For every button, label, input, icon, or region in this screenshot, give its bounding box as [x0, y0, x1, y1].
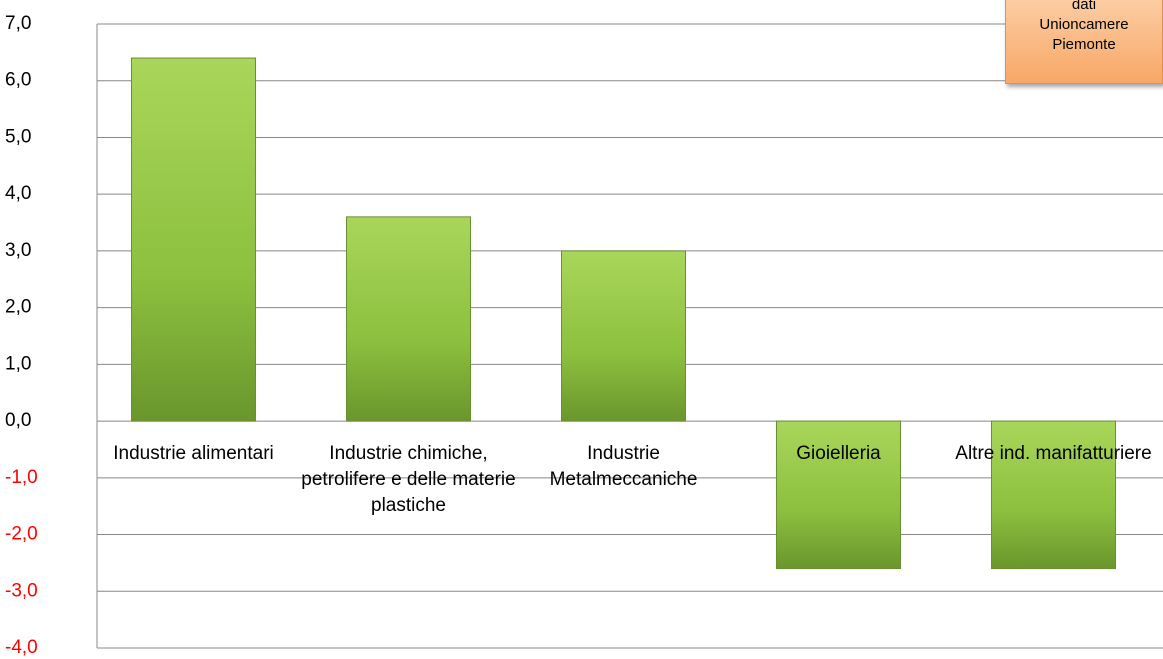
x-tick-label: Gioielleria [796, 443, 881, 465]
bar [561, 250, 686, 422]
bar [991, 420, 1116, 570]
x-tick-label: Altre ind. manifatturiere [955, 443, 1152, 465]
bar [776, 420, 901, 570]
y-tick-label: -1,0 [5, 467, 38, 488]
y-tick-label: 2,0 [5, 297, 31, 318]
y-tick-label: 7,0 [5, 13, 31, 34]
annotation-box: dati Unioncamere Piemonte [1005, 0, 1163, 84]
y-tick-label: -2,0 [5, 524, 38, 545]
annotation-line: Piemonte [1052, 36, 1116, 53]
y-tick-label: 3,0 [5, 240, 31, 261]
x-tick-label: Industrie Metalmeccaniche [549, 443, 698, 491]
y-tick-label: 0,0 [5, 410, 31, 431]
y-tick-label: 4,0 [5, 183, 31, 204]
y-tick-label: -4,0 [5, 637, 38, 658]
annotation-line: dati [1071, 0, 1097, 13]
y-tick-label: -3,0 [5, 580, 38, 601]
annotation-line: Unioncamere [1039, 16, 1129, 33]
y-tick-label: 1,0 [5, 353, 31, 374]
x-tick-label: Industrie chimiche, petrolifere e delle … [301, 443, 516, 517]
y-tick-label: 5,0 [5, 126, 31, 147]
bar [131, 57, 256, 422]
bar [346, 216, 471, 422]
x-tick-label: Industrie alimentari [113, 443, 274, 465]
y-tick-label: 6,0 [5, 70, 31, 91]
